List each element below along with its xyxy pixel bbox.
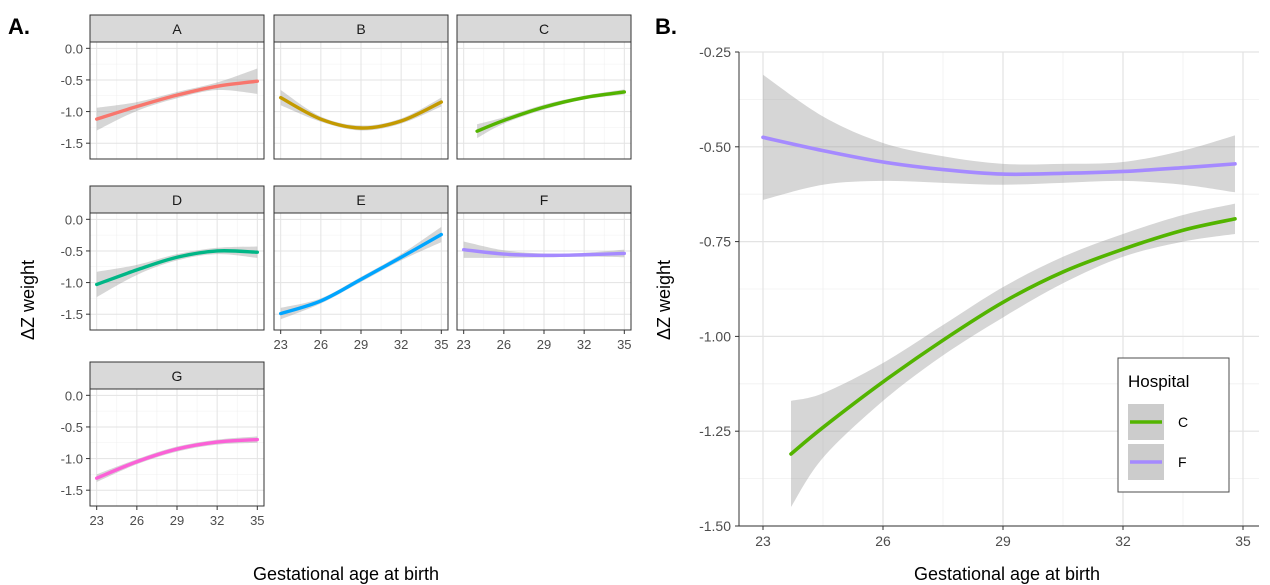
x-tick-label: 32 [1115, 533, 1131, 549]
y-tick-label: -1.5 [61, 307, 83, 322]
legend-label-f: F [1178, 454, 1187, 470]
facet-strip [273, 185, 449, 214]
x-tick-label: 35 [1235, 533, 1251, 549]
y-tick-label: -1.0 [61, 105, 83, 120]
series-line-f [761, 135, 1237, 177]
x-tick-label: 29 [537, 337, 551, 352]
facet-strip [456, 185, 632, 214]
x-tick-label: 29 [354, 337, 368, 352]
facet-e: E 23 26 29 32 35 [273, 185, 449, 352]
y-tick-label: -0.25 [699, 44, 731, 60]
facet-c: C [456, 14, 632, 160]
facet-f: F 23 26 29 32 35 [456, 185, 632, 352]
y-tick-label: -0.50 [699, 139, 731, 155]
facet-d: D 0.0 -0.5 -1.0 -1.5 [61, 185, 265, 331]
facet-strip [456, 14, 632, 43]
x-tick-label: 26 [875, 533, 891, 549]
x-tick-label: 26 [130, 513, 144, 528]
facet-strip-label: E [356, 192, 365, 208]
x-tick-label: 32 [210, 513, 224, 528]
y-tick-label: -1.00 [699, 328, 731, 344]
y-tick-label: -0.75 [699, 234, 731, 250]
facet-g: G 0.0 -0.5 -1.0 -1.5 23 26 29 32 35 [61, 361, 265, 528]
series-line-e [278, 232, 444, 316]
panel-b: B. Gestational age at birth ΔZ weight -0… [654, 14, 1259, 584]
x-tick-label: 35 [434, 337, 448, 352]
facet-strip-label: A [172, 21, 182, 37]
facet-border [89, 41, 265, 160]
series-line-d [94, 249, 260, 287]
x-tick-label: 23 [456, 337, 470, 352]
confidence-band [96, 68, 258, 131]
confidence-band-f [763, 74, 1235, 200]
facet-border [89, 212, 265, 331]
legend-title: Hospital [1128, 372, 1189, 391]
panel-b-label: B. [655, 14, 677, 39]
x-tick-label: 35 [617, 337, 631, 352]
x-tick-label: 23 [755, 533, 771, 549]
x-tick-label: 32 [394, 337, 408, 352]
panel-b-y-axis-title: ΔZ weight [654, 260, 674, 340]
y-tick-label: -0.5 [61, 244, 83, 259]
confidence-band-c [791, 203, 1235, 508]
facet-a: A 0.0 -0.5 -1.0 -1.5 [61, 14, 265, 160]
panel-a-y-axis-title: ΔZ weight [18, 260, 38, 340]
y-tick-label: -0.5 [61, 420, 83, 435]
y-tick-label: -1.5 [61, 483, 83, 498]
facet-strip-label: B [356, 21, 365, 37]
y-tick-label: -1.0 [61, 452, 83, 467]
x-tick-label: 23 [273, 337, 287, 352]
legend-label-c: C [1178, 414, 1188, 430]
panel-a-x-axis-title: Gestational age at birth [253, 564, 439, 584]
facet-strip [273, 14, 449, 43]
series-line-b [278, 95, 444, 130]
facet-strip-label: F [540, 192, 549, 208]
facet-strip [89, 14, 265, 43]
panel-a: A. Gestational age at birth ΔZ weight A 0… [8, 14, 632, 584]
y-tick-label: 0.0 [65, 212, 83, 227]
series-line-g [94, 437, 260, 480]
facet-strip-label: D [172, 192, 182, 208]
facet-strip [89, 185, 265, 214]
facet-strip [89, 361, 265, 390]
y-tick-label: 0.0 [65, 388, 83, 403]
facet-border [456, 41, 632, 160]
series-line-c [475, 90, 627, 133]
y-tick-label: 0.0 [65, 41, 83, 56]
y-tick-label: -1.0 [61, 276, 83, 291]
y-tick-label: -1.5 [61, 136, 83, 151]
y-tick-label: -0.5 [61, 73, 83, 88]
y-tick-label: -1.50 [699, 518, 731, 534]
panel-b-x-axis-title: Gestational age at birth [914, 564, 1100, 584]
series-line-f [461, 247, 627, 258]
x-tick-label: 26 [497, 337, 511, 352]
x-tick-label: 29 [170, 513, 184, 528]
facet-b: B [273, 14, 449, 160]
x-tick-label: 29 [995, 533, 1011, 549]
x-tick-label: 32 [577, 337, 591, 352]
x-tick-label: 23 [89, 513, 103, 528]
facet-border [273, 41, 449, 160]
y-tick-label: -1.25 [699, 423, 731, 439]
x-tick-label: 35 [250, 513, 264, 528]
facet-strip-label: G [172, 368, 183, 384]
x-tick-label: 26 [314, 337, 328, 352]
series-line-a [94, 79, 260, 121]
series-line-c [789, 217, 1237, 456]
facet-strip-label: C [539, 21, 549, 37]
panel-a-label: A. [8, 14, 30, 39]
legend: Hospital C F [1117, 357, 1230, 493]
